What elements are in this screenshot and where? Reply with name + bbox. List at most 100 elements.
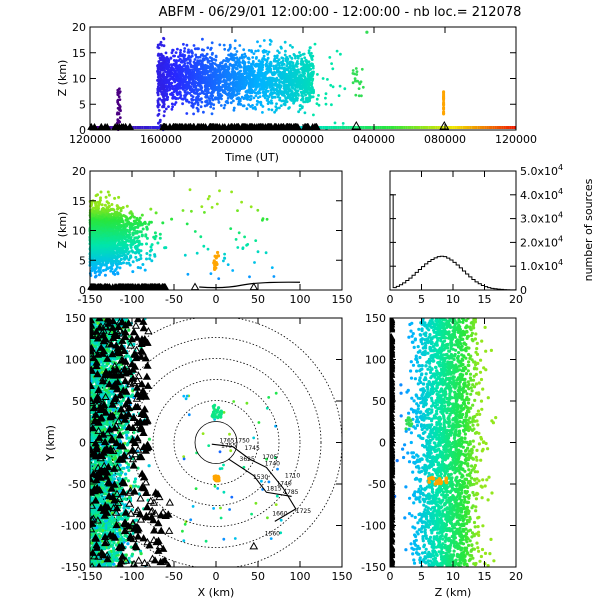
source-point — [203, 104, 207, 108]
source-point — [235, 56, 239, 60]
source-point — [270, 99, 273, 103]
source-point — [262, 54, 266, 58]
source-point — [149, 245, 153, 249]
source-point — [241, 104, 245, 108]
source-point — [210, 41, 214, 45]
source-point — [281, 70, 285, 74]
station-triangle — [272, 122, 281, 130]
source-point — [194, 66, 198, 70]
source-point — [180, 59, 184, 62]
source-point — [236, 75, 240, 78]
source-point — [119, 209, 123, 213]
x-tick-label: 080000 — [424, 133, 466, 146]
source-point — [180, 71, 184, 74]
source-point — [162, 56, 166, 60]
source-point — [310, 90, 314, 94]
source-point — [209, 94, 213, 98]
source-point — [100, 203, 104, 207]
source-point — [351, 69, 355, 72]
source-point — [261, 90, 265, 94]
source-point — [191, 105, 195, 109]
source-point — [215, 70, 219, 74]
source-point — [223, 90, 227, 94]
station-triangle — [115, 122, 124, 130]
source-point — [191, 68, 195, 72]
source-point — [193, 58, 197, 61]
time-color-bar-segment — [494, 126, 497, 129]
source-point — [116, 106, 120, 110]
source-point — [182, 42, 185, 46]
station-triangle — [218, 122, 227, 130]
source-point — [139, 230, 143, 234]
source-point — [308, 98, 311, 102]
source-point — [276, 62, 280, 65]
source-point — [312, 113, 315, 117]
time-color-bar-segment — [469, 126, 472, 129]
source-point — [118, 266, 122, 270]
time-color-bar-segment — [356, 126, 359, 129]
source-point — [202, 48, 206, 52]
source-point — [283, 74, 286, 78]
source-point — [243, 52, 247, 56]
source-point — [122, 261, 125, 265]
source-point — [157, 87, 161, 91]
source-point — [254, 65, 258, 68]
time-color-bar-segment — [445, 126, 448, 129]
source-point — [183, 54, 186, 58]
time-color-bar-segment — [383, 126, 387, 129]
source-point — [308, 67, 312, 71]
source-point — [166, 95, 170, 99]
source-point — [219, 64, 223, 68]
source-point — [276, 59, 280, 63]
source-point — [144, 233, 148, 237]
source-point — [294, 56, 297, 60]
source-point — [94, 270, 98, 274]
source-point — [298, 75, 301, 78]
source-point — [262, 94, 266, 98]
source-point — [193, 61, 197, 65]
source-point — [191, 81, 195, 85]
source-point — [301, 66, 305, 69]
time-color-bar-segment — [341, 126, 344, 129]
source-point — [222, 43, 226, 47]
source-point — [182, 57, 186, 61]
source-point — [305, 66, 308, 70]
source-point — [261, 57, 265, 61]
source-point — [185, 112, 189, 115]
source-point — [315, 102, 319, 105]
source-point — [289, 72, 292, 76]
source-point — [222, 106, 226, 110]
source-point — [279, 92, 283, 95]
source-point — [211, 82, 214, 85]
source-point — [290, 75, 294, 79]
source-point — [194, 84, 198, 88]
source-point — [291, 95, 295, 99]
source-point — [212, 103, 216, 107]
source-point — [209, 102, 213, 106]
source-point — [275, 102, 278, 106]
source-point — [176, 77, 180, 80]
source-point — [280, 61, 283, 64]
station-triangle — [197, 122, 206, 130]
source-point — [206, 57, 209, 60]
source-point — [175, 66, 179, 69]
source-point — [176, 47, 179, 51]
source-point — [307, 75, 310, 79]
source-point — [170, 107, 174, 111]
source-point — [152, 235, 156, 239]
source-point — [270, 95, 274, 98]
source-point — [190, 94, 193, 97]
time-color-bar-segment — [345, 126, 348, 129]
source-point — [182, 76, 186, 80]
station-triangle — [291, 122, 300, 130]
source-point — [292, 100, 296, 104]
source-point — [200, 60, 204, 64]
source-point — [248, 70, 251, 73]
source-point — [159, 52, 163, 56]
source-point — [284, 83, 288, 87]
source-point — [263, 96, 267, 100]
source-point — [128, 228, 132, 232]
source-point — [209, 85, 213, 88]
time-color-bar-segment — [398, 126, 401, 129]
source-point — [272, 64, 275, 68]
